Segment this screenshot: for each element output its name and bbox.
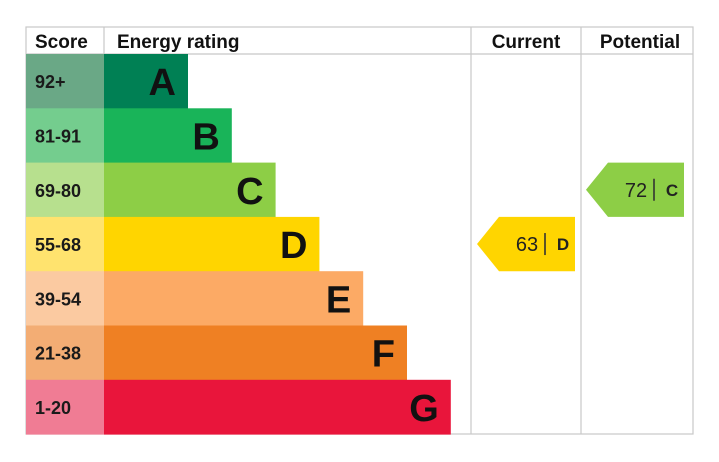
rating-bar-g	[104, 379, 451, 435]
rating-letter-f: F	[372, 334, 395, 376]
current-header: Current	[492, 32, 561, 53]
rating-bar-f	[104, 325, 407, 381]
current-rating-arrow	[477, 216, 575, 272]
score-range-c: 69-80	[35, 181, 81, 201]
rating-bands: 92+ A 81-91 B 69-80 C 55-68 D 39-54 E 21-38 F 1-20 G	[26, 54, 451, 435]
rating-letter-c: C	[236, 171, 263, 213]
potential-rating-arrow	[586, 162, 684, 217]
potential-rating-letter: C	[666, 181, 678, 200]
rating-bar-c	[104, 162, 276, 218]
current-rating-letter: D	[557, 235, 569, 254]
score-cell-c	[26, 162, 104, 218]
rating-letter-e: E	[326, 279, 351, 321]
potential-rating-value: 72	[625, 180, 647, 202]
rating-letter-b: B	[192, 116, 219, 158]
rating-bar-b	[104, 108, 232, 164]
current-rating-value: 63	[516, 234, 538, 256]
score-range-b: 81-91	[35, 126, 81, 146]
potential-header: Potential	[600, 32, 680, 53]
rating-indicators: 63 D 72 C	[477, 162, 684, 272]
score-range-a: 92+	[35, 72, 66, 92]
rating-letter-a: A	[149, 62, 176, 104]
rating-letter-g: G	[409, 388, 439, 430]
score-range-f: 21-38	[35, 344, 81, 364]
score-range-e: 39-54	[35, 289, 81, 309]
score-cell-f	[26, 325, 104, 381]
score-header: Score	[35, 32, 88, 53]
rating-letter-d: D	[280, 225, 307, 267]
score-cell-g	[26, 379, 104, 435]
rating-bar-a	[104, 54, 188, 109]
rating-bar-d	[104, 216, 320, 272]
score-cell-d	[26, 216, 104, 272]
score-cell-e	[26, 271, 104, 326]
score-cell-a	[26, 54, 104, 109]
rating-bar-e	[104, 271, 364, 326]
energy-rating-header: Energy rating	[117, 32, 239, 53]
score-range-g: 1-20	[35, 398, 71, 418]
score-cell-b	[26, 108, 104, 164]
score-range-d: 55-68	[35, 235, 81, 255]
